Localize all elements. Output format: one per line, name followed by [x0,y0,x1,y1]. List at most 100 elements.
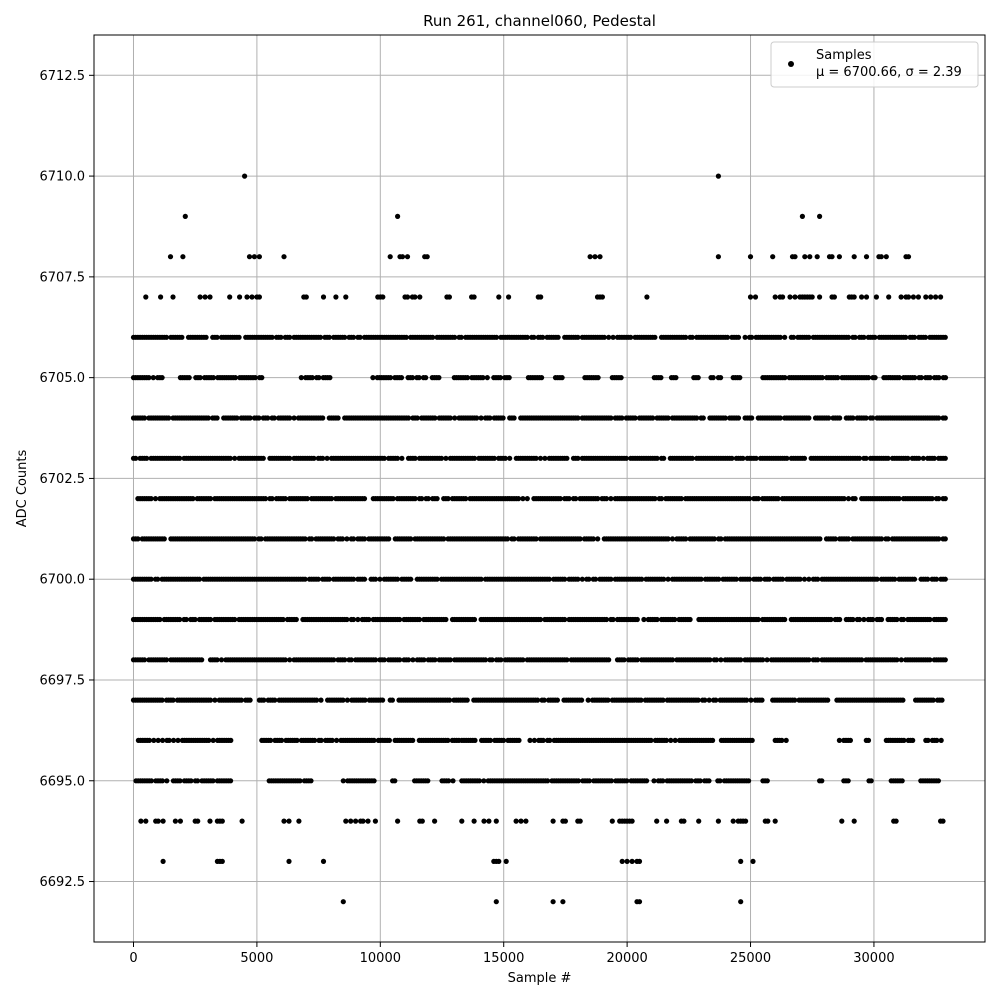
data-point [652,334,658,340]
data-point [247,697,253,703]
data-point [487,737,493,744]
data-point [219,858,225,865]
data-point [464,697,470,703]
data-point [707,657,713,663]
data-point [445,496,451,502]
data-point [395,213,401,219]
data-point [559,375,565,381]
data-point [652,496,658,502]
data-point [942,616,948,623]
y-axis-label: ADC Counts [15,450,30,528]
x-tick-label: 25000 [730,951,771,966]
data-point [425,778,431,784]
data-point [825,697,831,703]
data-point [797,576,803,582]
y-tick-label: 6695.0 [40,774,86,789]
data-point [766,576,772,582]
data-point [537,455,544,461]
data-point [397,657,403,663]
data-point [328,496,335,502]
data-point [308,778,314,784]
data-point [636,899,643,905]
data-point [443,455,449,461]
data-point [234,415,240,421]
data-point [309,375,315,381]
data-point [651,778,657,784]
data-point [927,616,933,623]
data-point [717,778,723,784]
data-point [251,254,257,260]
data-point [484,375,490,381]
data-point [471,818,477,824]
data-point [938,737,944,744]
data-point [826,415,832,421]
data-point [502,455,508,461]
data-point [247,415,253,421]
data-point [496,858,502,865]
data-point [355,616,361,623]
data-point [665,536,671,542]
data-point [414,415,420,421]
data-point [504,536,511,542]
data-point [390,496,396,502]
data-point [660,697,666,703]
data-point [135,536,141,542]
data-point [746,496,753,502]
data-point [511,536,517,542]
data-point [404,294,411,300]
data-point [782,375,788,381]
data-point [802,254,808,260]
data-point [446,778,452,784]
data-point [518,818,524,824]
data-point [381,455,387,461]
data-point [331,536,337,542]
data-point [733,576,739,582]
data-point [718,657,724,663]
data-point [386,737,392,744]
data-point [694,415,700,421]
data-point [151,737,157,744]
data-point [815,657,821,663]
data-point [915,294,922,300]
data-point [362,697,368,703]
data-point [503,858,509,865]
data-point [835,375,841,381]
data-point [159,697,165,703]
data-point [608,496,614,502]
data-point [232,616,238,623]
data-point [870,415,876,421]
data-point [340,778,346,784]
data-point [575,415,581,421]
data-point [619,858,625,865]
data-point [809,294,815,300]
data-point [575,455,581,461]
data-point [845,778,851,784]
data-point [539,375,545,381]
data-point [262,496,269,502]
data-point [586,778,593,784]
data-point [458,334,464,340]
data-point [792,294,798,300]
data-point [782,616,788,623]
data-point [689,334,695,340]
data-point [381,657,387,663]
data-point [747,254,754,260]
data-point [268,737,274,744]
data-point [294,737,300,744]
data-point [419,496,425,502]
data-point [634,657,640,663]
y-tick-label: 6702.5 [40,472,86,487]
data-point [481,818,487,824]
data-point [632,415,638,421]
data-point [644,294,650,300]
data-point [817,294,823,300]
data-point [478,576,484,582]
data-point [303,294,309,300]
data-point [287,415,293,421]
data-point [377,576,383,582]
data-point [836,254,843,260]
data-point [520,496,526,502]
data-point [577,818,583,824]
data-point [749,737,755,744]
data-point [380,294,386,300]
